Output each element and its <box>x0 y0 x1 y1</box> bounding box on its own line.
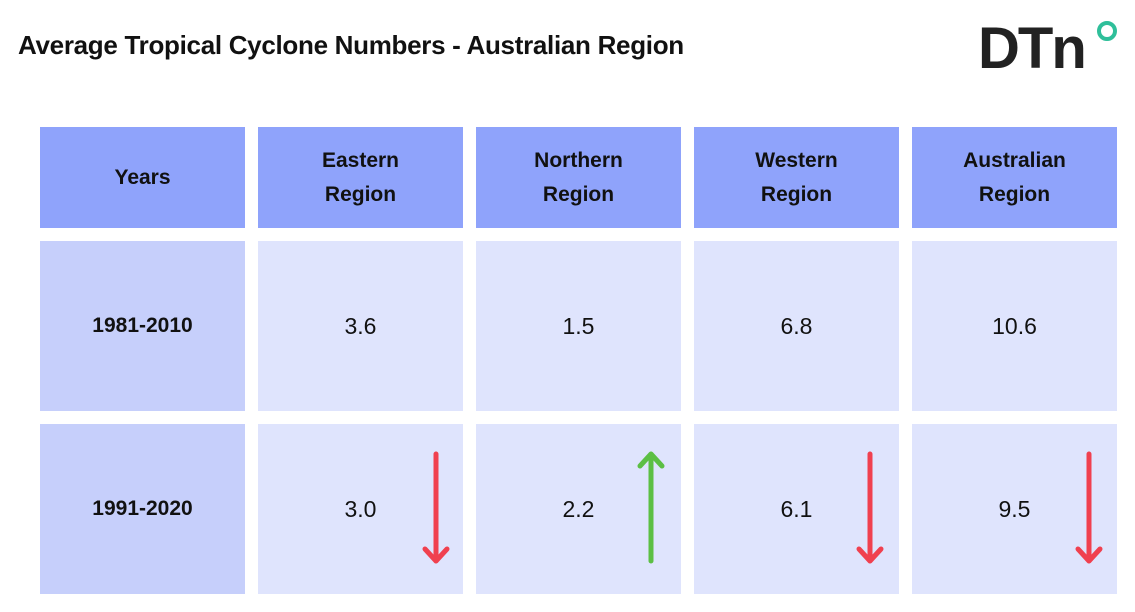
row-header-text: 1991-2020 <box>92 497 193 520</box>
table-cell-text: 6.8 <box>780 313 813 339</box>
column-header: Eastern Region <box>258 127 463 228</box>
column-header-text: Western Region <box>755 148 838 206</box>
table-cell-text: 1.5 <box>562 313 595 339</box>
table-cell-text: 6.1 <box>780 496 813 522</box>
table-cell-text: 2.2 <box>562 496 595 522</box>
row-header-text: 1981-2010 <box>92 314 193 337</box>
row-header: 1981-2010 <box>40 241 245 411</box>
column-header-text: Eastern Region <box>321 148 400 206</box>
table-cell: 3.6 <box>258 241 463 411</box>
table-cell-text: 3.6 <box>344 313 377 339</box>
table-cell: 10.6 <box>912 241 1117 411</box>
table-cell-text: 9.5 <box>998 496 1031 522</box>
column-header: Western Region <box>694 127 899 228</box>
table-cell: 9.5 <box>912 424 1117 594</box>
column-header: Years <box>40 127 245 228</box>
logo: DTn <box>978 16 1087 81</box>
column-header-text: Australian Region <box>963 148 1066 206</box>
arrow-down <box>422 451 450 564</box>
title: Average Tropical Cyclone Numbers - Austr… <box>18 30 684 60</box>
arrow-down <box>856 451 884 564</box>
logo-dot <box>1097 21 1117 41</box>
table-cell: 2.2 <box>476 424 681 594</box>
down-arrows <box>422 451 1103 564</box>
table-cell: 1.5 <box>476 241 681 411</box>
column-header: Northern Region <box>476 127 681 228</box>
column-header-text: Northern Region <box>534 148 623 206</box>
row-header: 1991-2020 <box>40 424 245 594</box>
column-header-text: Years <box>114 165 171 189</box>
table-cell: 6.8 <box>694 241 899 411</box>
table-cell-text: 10.6 <box>992 313 1037 339</box>
arrow-up <box>637 451 665 564</box>
table-cell-text: 3.0 <box>344 496 377 522</box>
table-cell: 6.1 <box>694 424 899 594</box>
column-header: Australian Region <box>912 127 1117 228</box>
arrow-down <box>1075 451 1103 564</box>
table-cell: 3.0 <box>258 424 463 594</box>
